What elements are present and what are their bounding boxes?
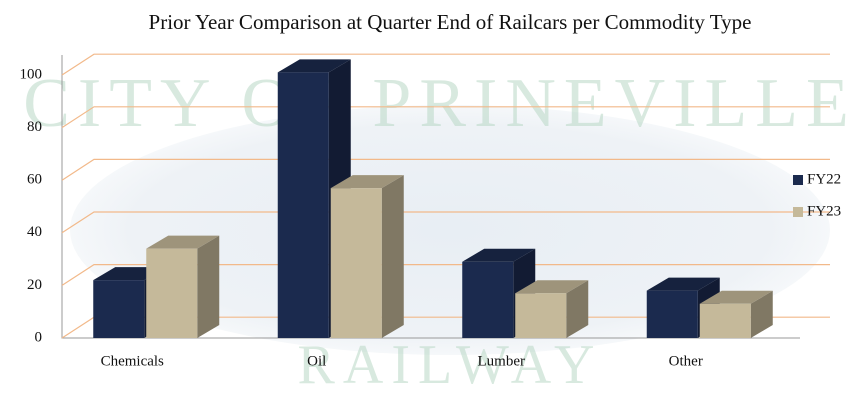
watermark: RAILWAY <box>298 334 603 396</box>
x-tick-label: Oil <box>307 353 326 369</box>
bar-top <box>646 277 720 291</box>
x-tick-label: Chemicals <box>101 353 164 369</box>
bar-front <box>146 248 198 338</box>
legend-label: FY23 <box>807 203 841 219</box>
bar-top <box>146 235 220 249</box>
bar-top <box>462 248 536 262</box>
bar-front <box>462 261 514 338</box>
bar-front <box>330 188 382 338</box>
bar-front <box>277 72 329 339</box>
x-tick-label: Lumber <box>478 353 525 369</box>
y-tick-label: 40 <box>27 224 42 240</box>
y-tick-label: 20 <box>27 277 42 293</box>
bar <box>699 290 773 338</box>
bar-front <box>699 303 751 338</box>
bar-front <box>515 293 567 338</box>
watermark: CITY OF PRINEVILLE <box>23 65 851 142</box>
bar-side <box>750 290 773 338</box>
y-tick-label: 0 <box>35 329 43 345</box>
bar-front <box>646 290 698 338</box>
bar-side <box>566 280 589 338</box>
bar <box>146 235 220 338</box>
y-tick-label: 80 <box>27 119 42 135</box>
bar <box>515 280 589 338</box>
bar-top <box>277 59 351 73</box>
bar <box>330 175 404 338</box>
y-tick-label: 100 <box>20 66 43 82</box>
bar-side <box>197 235 220 338</box>
grid-line <box>61 158 830 181</box>
bar-top <box>330 175 404 189</box>
bar-side <box>381 175 404 338</box>
bar-top <box>515 280 589 294</box>
background-image <box>70 105 830 355</box>
bar-top <box>699 290 773 304</box>
grid-line <box>61 53 830 76</box>
legend-label: FY22 <box>807 171 841 187</box>
x-tick-label: Other <box>669 353 703 369</box>
legend-swatch <box>793 175 803 185</box>
grid-line <box>61 106 830 129</box>
chart-title: Prior Year Comparison at Quarter End of … <box>149 10 752 34</box>
grid-line <box>61 211 830 234</box>
grid-line <box>61 264 830 286</box>
bar-front <box>93 280 145 338</box>
y-tick-label: 60 <box>27 172 42 188</box>
legend-swatch <box>793 207 803 217</box>
